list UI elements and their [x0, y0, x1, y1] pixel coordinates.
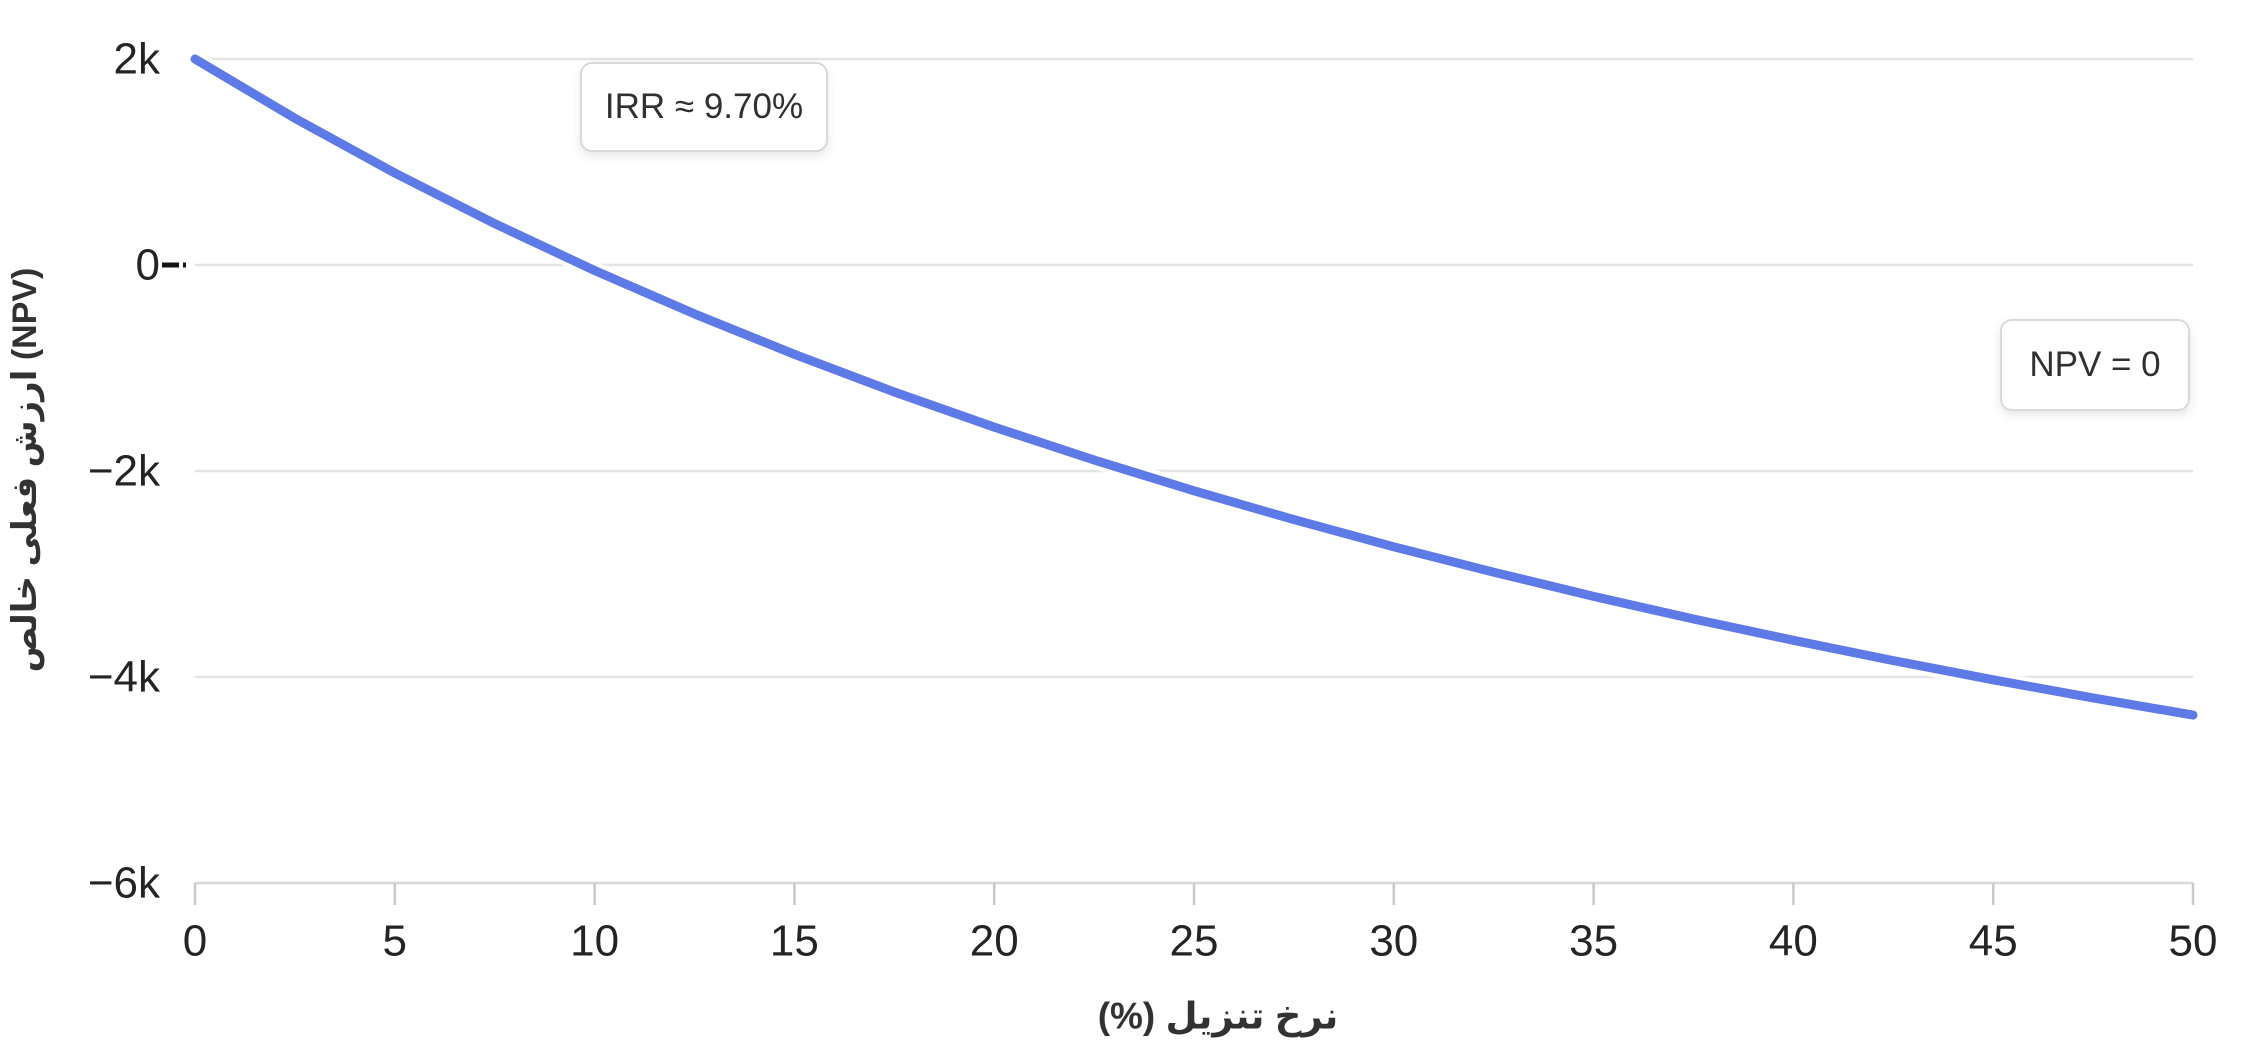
npv-curve [190, 54, 2198, 720]
irr-annotation-label: IRR ≈ 9.70% [604, 87, 804, 126]
x-tick-label: 25 [1170, 917, 1219, 966]
y-tick-label: −6k [88, 859, 161, 908]
x-tick-label: 0 [183, 917, 207, 966]
npv-zero-annotation-label: NPV = 0 [2029, 345, 2161, 384]
npv-zero-annotation-box: NPV = 0 [2000, 319, 2190, 411]
x-tick-label: 45 [1969, 917, 2018, 966]
x-tick-label: 10 [570, 917, 619, 966]
x-tick-label: 40 [1769, 917, 1818, 966]
irr-annotation-box: IRR ≈ 9.70% [580, 62, 828, 152]
x-tick-label: 35 [1569, 917, 1618, 966]
x-tick-label: 50 [2169, 917, 2218, 966]
x-tick-label: 15 [770, 917, 819, 966]
y-tick-label: −4k [88, 653, 161, 702]
x-axis-title: نرخ تنزیل (%) [1097, 995, 1339, 1037]
x-tick-label: 5 [383, 917, 407, 966]
y-tick-label: 0 [136, 241, 160, 290]
npv-curve-halo [186, 50, 2202, 724]
x-tick-label: 20 [970, 917, 1019, 966]
x-tick-label: 30 [1369, 917, 1418, 966]
y-tick-label: −2k [88, 447, 161, 496]
y-tick-label: 2k [114, 35, 161, 84]
y-axis-title: ارزش فعلی خالص (NPV) [6, 267, 44, 673]
